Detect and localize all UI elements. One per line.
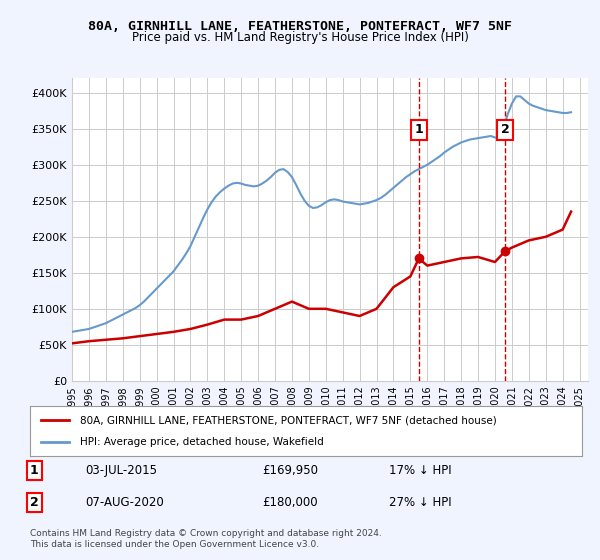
Text: 1: 1 [415, 123, 423, 136]
Text: 07-AUG-2020: 07-AUG-2020 [85, 496, 164, 509]
Text: 80A, GIRNHILL LANE, FEATHERSTONE, PONTEFRACT, WF7 5NF: 80A, GIRNHILL LANE, FEATHERSTONE, PONTEF… [88, 20, 512, 32]
Text: 03-JUL-2015: 03-JUL-2015 [85, 464, 157, 477]
Text: £180,000: £180,000 [262, 496, 317, 509]
Text: £169,950: £169,950 [262, 464, 318, 477]
Text: 1: 1 [30, 464, 39, 477]
Text: 17% ↓ HPI: 17% ↓ HPI [389, 464, 451, 477]
Text: HPI: Average price, detached house, Wakefield: HPI: Average price, detached house, Wake… [80, 437, 323, 447]
Text: Price paid vs. HM Land Registry's House Price Index (HPI): Price paid vs. HM Land Registry's House … [131, 31, 469, 44]
Text: 80A, GIRNHILL LANE, FEATHERSTONE, PONTEFRACT, WF7 5NF (detached house): 80A, GIRNHILL LANE, FEATHERSTONE, PONTEF… [80, 415, 496, 425]
Text: 2: 2 [30, 496, 39, 509]
Text: 2: 2 [501, 123, 509, 136]
Text: 27% ↓ HPI: 27% ↓ HPI [389, 496, 451, 509]
Text: Contains HM Land Registry data © Crown copyright and database right 2024.
This d: Contains HM Land Registry data © Crown c… [30, 529, 382, 549]
